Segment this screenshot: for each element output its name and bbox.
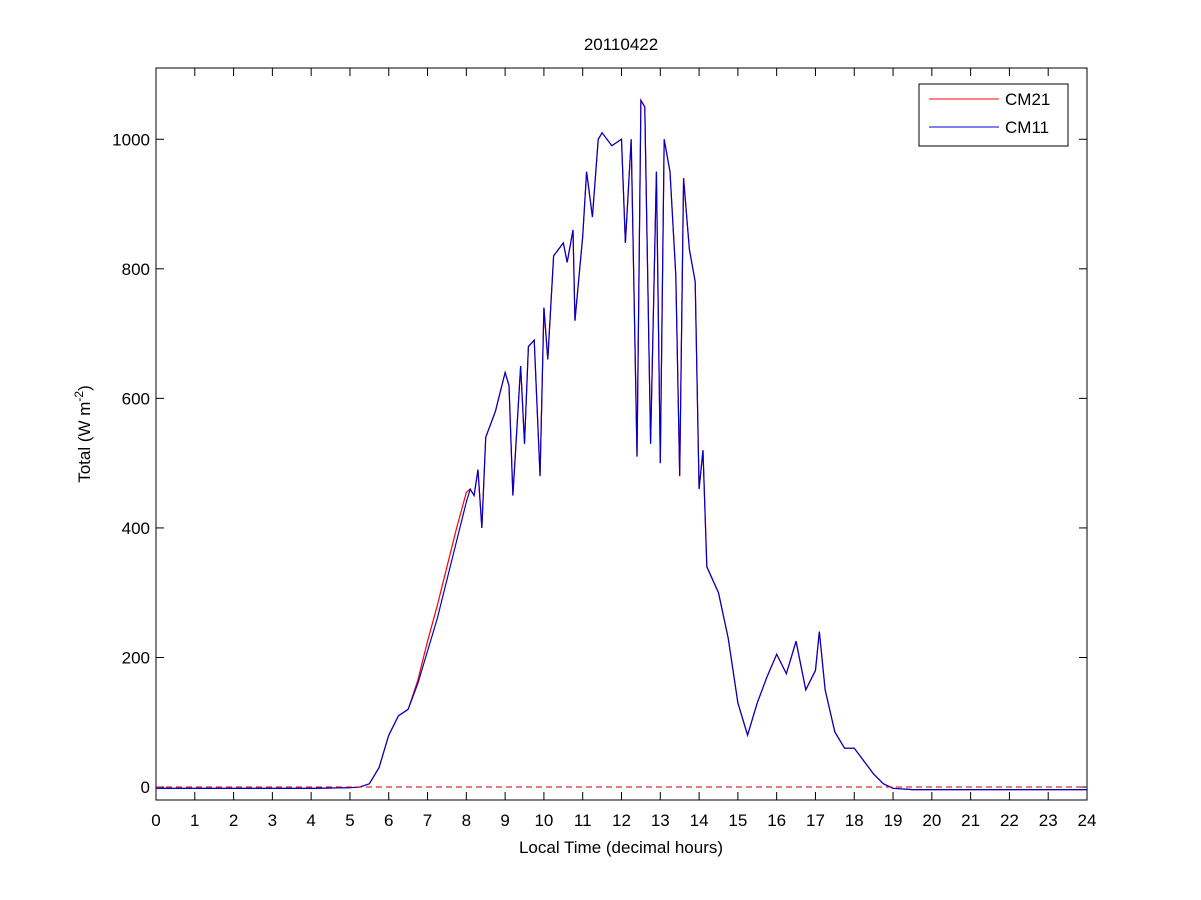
data-line — [156, 98, 1087, 791]
y-tick-label: 400 — [122, 519, 150, 538]
y-axis-label: Total (W m-2) — [72, 385, 94, 483]
x-tick-label: 20 — [922, 811, 941, 830]
x-tick-label: 23 — [1039, 811, 1058, 830]
x-tick-label: 4 — [306, 811, 315, 830]
x-tick-label: 9 — [500, 811, 509, 830]
x-tick-label: 14 — [690, 811, 709, 830]
y-tick-label: 600 — [122, 389, 150, 408]
x-tick-label: 12 — [612, 811, 631, 830]
y-label-sup: -2 — [72, 391, 86, 402]
x-tick-label: 19 — [884, 811, 903, 830]
y-label-suffix: ) — [75, 385, 94, 391]
x-tick-label: 5 — [345, 811, 354, 830]
x-tick-label: 1 — [190, 811, 199, 830]
x-axis-label: Local Time (decimal hours) — [519, 838, 723, 857]
x-tick-label: 3 — [268, 811, 277, 830]
x-tick-label: 21 — [961, 811, 980, 830]
chart-title: 20110422 — [584, 35, 658, 54]
x-tick-label: 24 — [1078, 811, 1097, 830]
x-tick-label: 15 — [728, 811, 747, 830]
x-tick-label: 0 — [151, 811, 160, 830]
x-tick-label: 8 — [462, 811, 471, 830]
y-label-text: Total (W m — [75, 402, 94, 483]
x-tick-label: 22 — [1000, 811, 1019, 830]
x-tick-label: 18 — [845, 811, 864, 830]
y-tick-label: 0 — [141, 778, 150, 797]
legend-box — [918, 83, 1069, 147]
x-tick-label: 7 — [423, 811, 432, 830]
legend-label: CM11 — [1005, 118, 1049, 137]
x-tick-label: 6 — [384, 811, 393, 830]
y-tick-label: 800 — [122, 260, 150, 279]
x-tick-label: 17 — [806, 811, 825, 830]
x-tick-label: 16 — [767, 811, 786, 830]
x-tick-label: 10 — [534, 811, 553, 830]
plot-area — [155, 67, 1088, 801]
y-tick-label: 200 — [122, 648, 150, 667]
x-tick-label: 2 — [229, 811, 238, 830]
legend-label: CM21 — [1005, 90, 1050, 109]
x-tick-label: 11 — [574, 811, 592, 830]
x-tick-label: 13 — [651, 811, 670, 830]
y-tick-label: 1000 — [112, 130, 150, 149]
